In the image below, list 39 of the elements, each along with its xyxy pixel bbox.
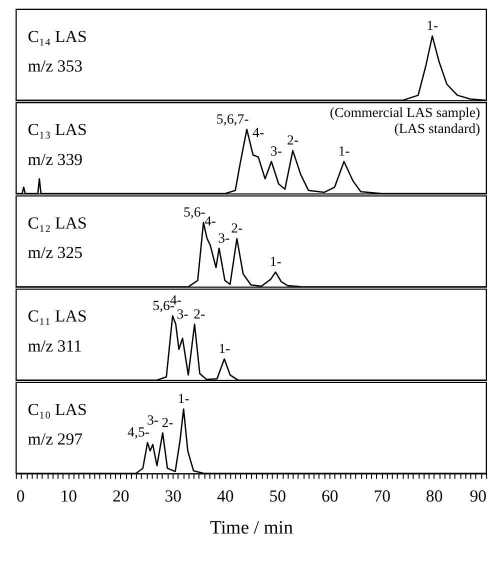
annotation: 2- <box>162 416 174 431</box>
text: m/z 297 <box>28 430 83 449</box>
annotation: 4- <box>204 214 216 230</box>
x-tick-label: 40 <box>216 486 234 506</box>
text: m/z 353 <box>28 56 83 76</box>
annotation: 3- <box>176 308 189 323</box>
x-tick-label: 10 <box>60 486 78 506</box>
x-tick-label: 30 <box>164 486 182 506</box>
annotation: 1- <box>178 392 190 408</box>
chart-title: C₁₃ LAS <box>28 120 87 140</box>
annotation: 1- <box>338 144 350 160</box>
x-tick-label: 0 <box>16 486 25 506</box>
annotation: 4- <box>252 126 264 142</box>
x-axis-title: Time / min <box>210 517 294 538</box>
x-tick-label: 90 <box>470 486 487 506</box>
text: (Commercial LAS sample) <box>330 106 481 122</box>
annotation: (LAS standard) <box>394 122 481 138</box>
annotation: 5,6,7- <box>216 112 250 128</box>
x-tick-label: 80 <box>426 486 443 506</box>
chart-title: C₁₀ LAS <box>28 400 87 419</box>
annotation: 3- <box>218 231 230 246</box>
x-tick-label: 60 <box>321 486 338 506</box>
annotation: 3- <box>270 144 282 160</box>
annotation: 2- <box>231 222 244 237</box>
chart-title: C₁₂ LAS <box>28 213 87 232</box>
x-tick-label: 50 <box>269 486 286 506</box>
x-tick-label: 20 <box>112 486 130 506</box>
text: m/z 325 <box>28 243 83 262</box>
annotation: 2- <box>287 134 299 149</box>
text: m/z 339 <box>28 150 83 169</box>
annotation: 1- <box>426 19 438 34</box>
chart-title: C₁₄ LAS <box>28 26 87 46</box>
annotation: 5,6- <box>183 206 206 221</box>
chart-title: C₁₁ LAS <box>28 306 87 326</box>
annotation: 2- <box>194 307 206 322</box>
annotation: 1- <box>218 342 230 357</box>
text: m/z 311 <box>28 336 82 356</box>
x-tick-label: 70 <box>374 486 391 506</box>
annotation: 1- <box>270 255 282 270</box>
